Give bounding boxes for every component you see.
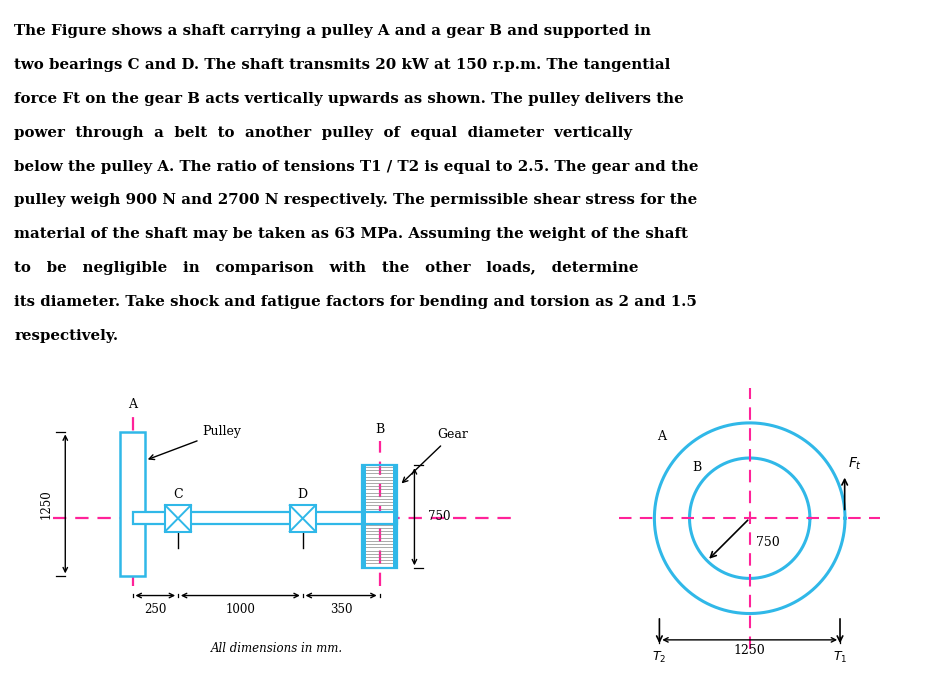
Text: A: A [128,398,137,411]
Bar [362,465,397,568]
Text: material of the shaft may be taken as 63 MPa. Assuming the weight of the shaft: material of the shaft may be taken as 63… [14,227,688,241]
Text: All dimensions in mm.: All dimensions in mm. [211,642,343,655]
Text: A: A [657,431,666,444]
Text: D: D [298,489,307,501]
Text: Gear: Gear [403,428,467,483]
Text: B: B [692,460,701,474]
Text: 1250: 1250 [734,644,765,658]
Text: pulley weigh 900 N and 2700 N respectively. The permissible shear stress for the: pulley weigh 900 N and 2700 N respective… [14,193,697,207]
Text: 1250: 1250 [40,489,53,519]
Bar [394,465,397,568]
Text: B: B [375,423,384,436]
Text: 250: 250 [144,602,166,616]
Bar [362,465,365,568]
Text: its diameter. Take shock and fatigue factors for bending and torsion as 2 and 1.: its diameter. Take shock and fatigue fac… [14,295,697,309]
Text: 350: 350 [330,602,352,616]
Text: force Ft on the gear B acts vertically upwards as shown. The pulley delivers the: force Ft on the gear B acts vertically u… [14,92,684,106]
Text: power  through  a  belt  to  another  pulley  of  equal  diameter  vertically: power through a belt to another pulley o… [14,126,632,140]
Text: $T_1$: $T_1$ [832,650,848,665]
Text: The Figure shows a shaft carrying a pulley A and a gear B and supported in: The Figure shows a shaft carrying a pull… [14,24,651,38]
Bar [132,512,397,524]
Text: two bearings C and D. The shaft transmits 20 kW at 150 r.p.m. The tangential: two bearings C and D. The shaft transmit… [14,58,671,72]
Text: C: C [173,489,183,501]
Bar [289,505,316,532]
Text: respectively.: respectively. [14,328,118,343]
Text: to   be   negligible   in   comparison   with   the   other   loads,   determine: to be negligible in comparison with the … [14,261,639,275]
Text: $F_t$: $F_t$ [849,456,863,472]
Text: 750: 750 [429,510,451,523]
Text: below the pulley A. The ratio of tensions T1 / T2 is equal to 2.5. The gear and : below the pulley A. The ratio of tension… [14,160,699,174]
Bar [165,505,191,532]
Text: Pulley: Pulley [149,425,241,460]
Bar [362,465,397,568]
Text: $T_2$: $T_2$ [653,650,667,665]
Text: 1000: 1000 [225,602,255,616]
Text: 750: 750 [756,536,780,548]
Bar [120,431,145,576]
